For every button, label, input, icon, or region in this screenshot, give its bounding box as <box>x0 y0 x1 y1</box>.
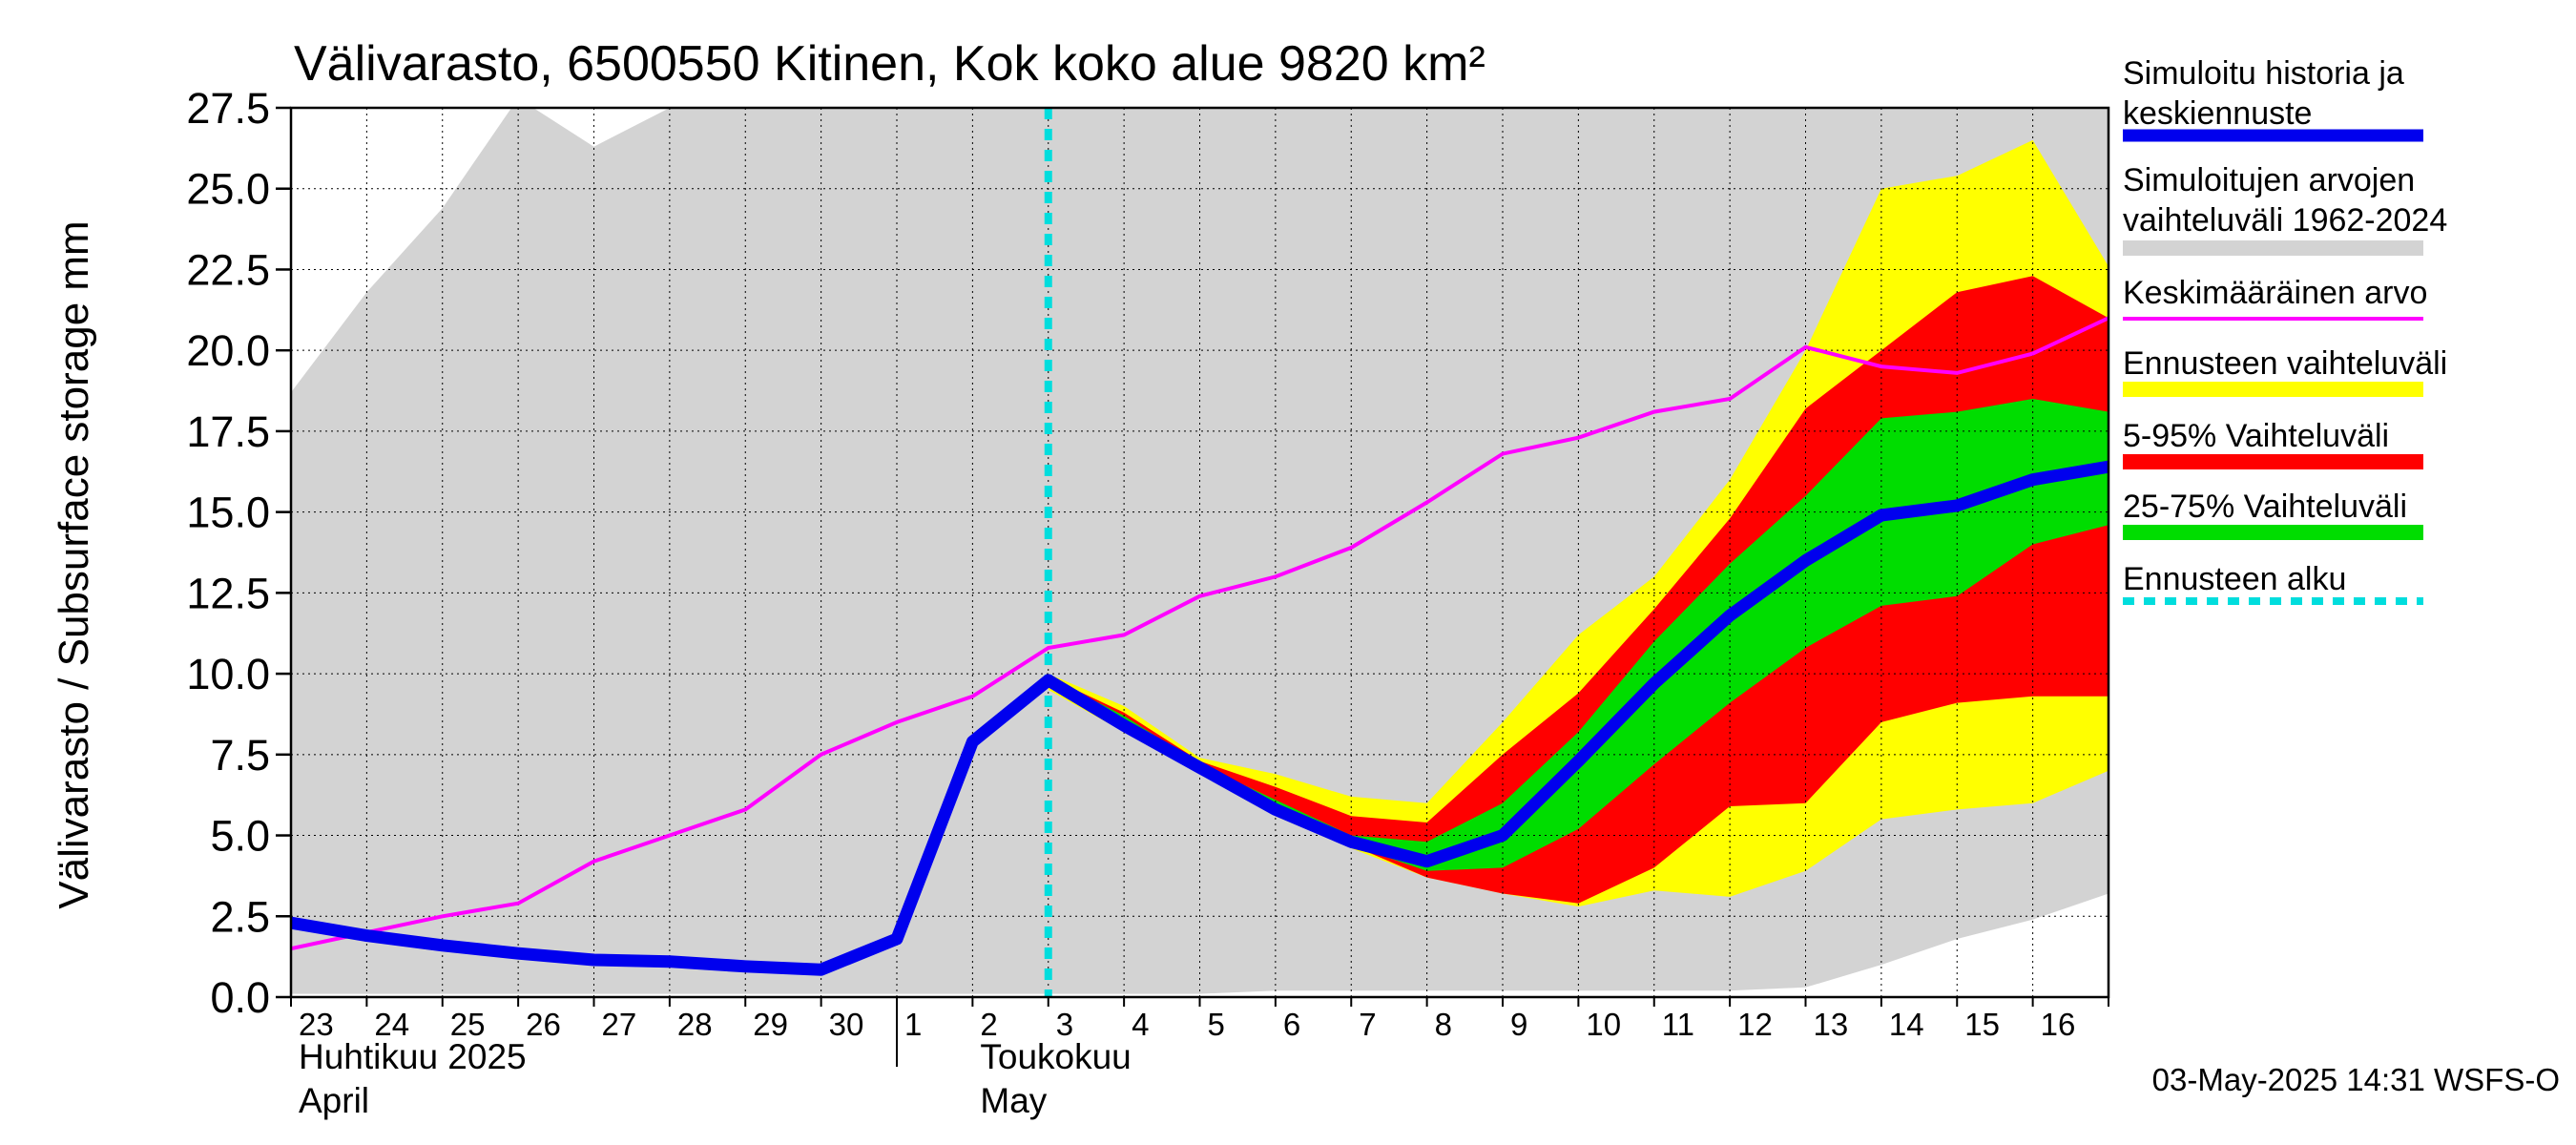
x-tick-label: 8 <box>1435 1007 1452 1042</box>
plot-area <box>289 106 2110 999</box>
x-tick-label: 14 <box>1889 1007 1924 1042</box>
chart-title: Välivarasto, 6500550 Kitinen, Kok koko a… <box>294 36 1485 92</box>
legend-item: 25-75% Vaihteluväli <box>2123 489 2423 540</box>
x-tick-label: 9 <box>1510 1007 1527 1042</box>
y-tick-label: 20.0 <box>186 326 270 375</box>
y-tick-label: 12.5 <box>186 569 270 617</box>
x-tick-label: 24 <box>374 1007 409 1042</box>
timestamp: 03-May-2025 14:31 WSFS-O <box>2152 1062 2560 1097</box>
y-axis-label: Välivarasto / Subsurface storage mm <box>51 220 97 908</box>
x-tick-label: 26 <box>526 1007 561 1042</box>
legend-label: Simuloitu historia ja <box>2123 55 2404 92</box>
month-label-en: May <box>980 1081 1047 1120</box>
y-tick-label: 2.5 <box>210 892 270 941</box>
x-tick-label: 27 <box>602 1007 637 1042</box>
legend-label: 5-95% Vaihteluväli <box>2123 418 2389 454</box>
x-tick-label: 13 <box>1814 1007 1849 1042</box>
legend-label: Ennusteen vaihteluväli <box>2123 345 2447 382</box>
y-tick-label: 15.0 <box>186 489 270 537</box>
legend-item: Ennusteen alku <box>2123 561 2423 605</box>
legend-item: Keskimääräinen arvo <box>2123 275 2427 321</box>
series-lines <box>291 108 2109 997</box>
x-tick-label: 5 <box>1208 1007 1225 1042</box>
x-tick-label: 6 <box>1283 1007 1300 1042</box>
legend-swatch <box>2123 525 2423 540</box>
x-tick-label: 2 <box>980 1007 997 1042</box>
y-tick-label: 5.0 <box>210 812 270 861</box>
month-label-fi: Toukokuu <box>980 1037 1131 1076</box>
y-axis: 0.0 2.5 5.0 7.5 10.0 12.5 15.0 17.5 20.0 22.5 25.0… <box>186 84 291 1022</box>
legend-item: Ennusteen vaihteluväli <box>2123 345 2447 397</box>
x-tick-label: 30 <box>829 1007 864 1042</box>
x-tick-label: 15 <box>1964 1007 2000 1042</box>
legend-swatch <box>2123 240 2423 256</box>
x-tick-label: 23 <box>299 1007 334 1042</box>
y-tick-label: 22.5 <box>186 245 270 294</box>
legend-label: Ennusteen alku <box>2123 561 2346 597</box>
x-axis: 23 24 25 26 27 28 29 30 1 2 3 4 5 6 7 8 9 10 11 12 13 14 15 16H… <box>290 997 2109 1120</box>
x-tick-label: 3 <box>1056 1007 1073 1042</box>
legend-swatch <box>2123 382 2423 397</box>
legend-label: Simuloitujen arvojen <box>2123 162 2415 198</box>
x-tick-label: 29 <box>753 1007 788 1042</box>
x-tick-label: 1 <box>904 1007 922 1042</box>
legend-swatch <box>2123 454 2423 469</box>
x-tick-label: 16 <box>2041 1007 2076 1042</box>
legend: Simuloitu historia jakeskiennusteSimuloi… <box>2123 55 2447 605</box>
x-tick-label: 25 <box>450 1007 486 1042</box>
y-tick-label: 27.5 <box>186 84 270 133</box>
month-label-fi: Huhtikuu 2025 <box>299 1037 527 1076</box>
y-tick-label: 17.5 <box>186 407 270 456</box>
x-tick-label: 11 <box>1662 1007 1694 1042</box>
y-tick-label: 25.0 <box>186 165 270 214</box>
x-tick-label: 4 <box>1132 1007 1149 1042</box>
y-tick-label: 0.0 <box>210 973 270 1022</box>
x-tick-label: 12 <box>1737 1007 1773 1042</box>
legend-label: Keskimääräinen arvo <box>2123 275 2427 311</box>
p25-75-band <box>1048 399 2109 871</box>
mean-line <box>291 316 2109 951</box>
legend-item: Simuloitujen arvojen vaihteluväli 1962-20… <box>2123 162 2447 256</box>
x-tick-label: 7 <box>1359 1007 1376 1042</box>
y-tick-label: 7.5 <box>210 731 270 780</box>
legend-label: vaihteluväli 1962-2024 <box>2123 202 2447 239</box>
x-tick-label: 10 <box>1586 1007 1621 1042</box>
legend-item: 5-95% Vaihteluväli <box>2123 418 2423 469</box>
median-line <box>291 460 2109 976</box>
month-label-en: April <box>299 1081 369 1120</box>
p5-95-band <box>1048 276 2109 904</box>
y-tick-label: 10.0 <box>186 650 270 698</box>
legend-label: 25-75% Vaihteluväli <box>2123 489 2407 525</box>
x-tick-label: 28 <box>677 1007 713 1042</box>
legend-label: keskiennuste <box>2123 95 2312 132</box>
